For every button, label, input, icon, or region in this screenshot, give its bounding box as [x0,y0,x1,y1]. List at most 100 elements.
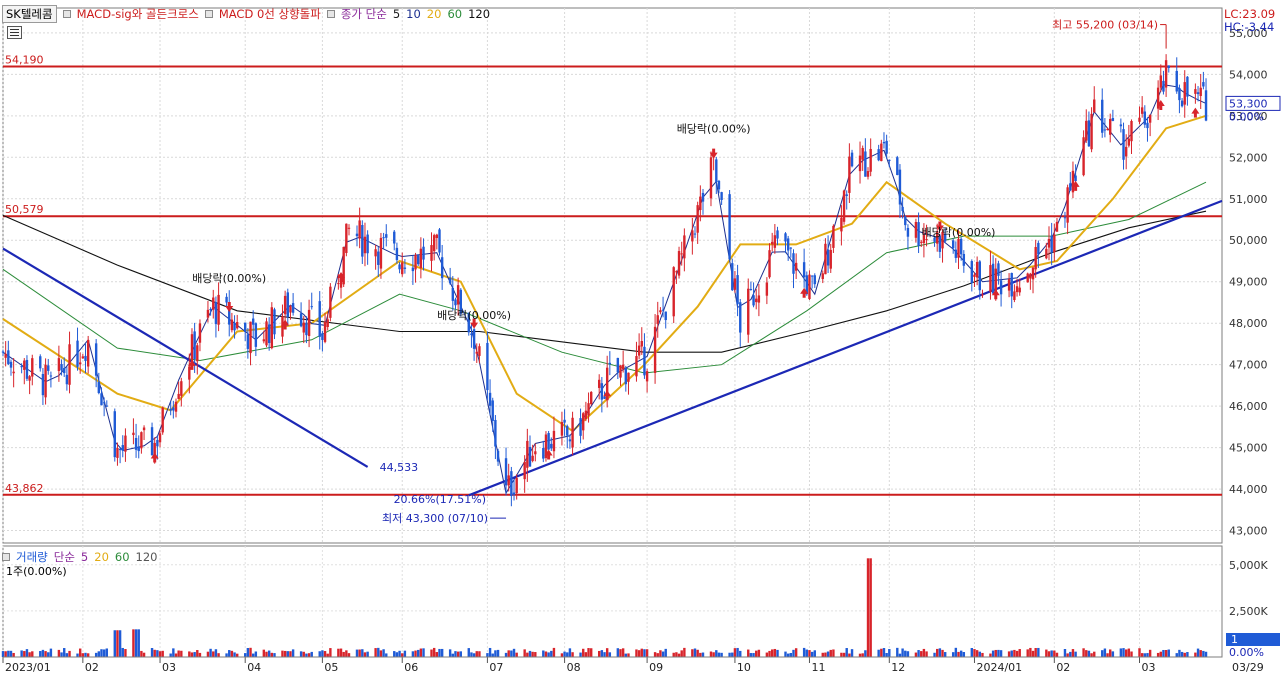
candle-body [720,192,723,201]
candle-body [709,157,713,199]
volume-bar [244,653,247,657]
volume-bar [901,648,904,657]
candle-body [283,295,287,315]
volume-bar [417,649,420,657]
volume-label[interactable]: 거래량 [16,550,48,564]
candle-body [1199,87,1202,97]
candle-body [739,302,742,333]
candle-body [134,438,138,450]
candle-body [925,239,928,241]
candle-body [249,321,252,354]
volume-bar [486,653,489,657]
candle-body [65,374,69,385]
candle-body [150,427,154,456]
candle-body [470,333,473,336]
vol-tick-label: 2,500K [1229,605,1268,618]
stock-name[interactable]: SK텔레콤 [2,5,57,23]
volume-bar [1013,649,1016,657]
volume-bar [395,652,399,657]
volume-bar [4,651,7,657]
candle-body [512,492,516,495]
candle-body [579,418,582,436]
candle-body [1194,89,1197,94]
candle-body [329,286,332,318]
volume-bar [1127,648,1131,657]
candle-body [568,439,572,442]
annotation-label: 최저 43,300 (07/10) [382,512,488,525]
candle-body [888,159,891,162]
candle-body [212,297,215,310]
hamburger-menu-icon[interactable] [7,26,22,39]
volume-bar [1183,652,1186,657]
volume-bar [675,652,678,657]
volume-bar [398,650,401,657]
candle-body [882,142,886,144]
volume-bar [438,648,441,657]
candle-body [717,180,721,190]
candle-body [1053,234,1056,253]
volume-bar [813,650,816,657]
x-tick-label: 06 [404,661,418,674]
legend-marker-icon [62,10,71,18]
down-arrow-icon [709,148,718,159]
volume-bar [672,652,675,657]
volume-bar [715,650,718,657]
candle-body [31,358,34,377]
candle-body [1037,242,1040,255]
volume-bar [842,652,846,657]
volume-bar [584,652,588,657]
candle-body [1146,122,1149,129]
candle-body [550,443,553,449]
x-tick-label: 09 [649,661,663,674]
volume-bar [914,652,918,657]
volume-bar [97,651,101,657]
candle-body [86,340,90,367]
volume-bar [448,649,452,657]
level-lines: 54,190 50,579 43,862 [3,53,1222,496]
candle-body [1047,238,1051,248]
volume-ma-label[interactable]: 단순 [53,550,75,564]
volume-bar [262,649,266,657]
volume-bar [116,630,119,657]
candle-body [1029,273,1032,279]
volume-bar [1101,650,1104,657]
candle-body [158,433,162,443]
candle-body [832,225,835,248]
candle-body [1026,273,1029,283]
candle-body [637,345,641,356]
candle-body [448,277,452,284]
ma-120: 120 [468,7,491,21]
chart-legend: SK텔레콤 MACD-sig와 골든크로스 MACD 0선 상향돌파 종가 단순… [2,5,490,23]
ma-label[interactable]: 종가 단순 [340,7,387,21]
volume-bar [379,650,383,657]
indicator-macd-sig[interactable]: MACD-sig와 골든크로스 [76,7,199,21]
candle-body [542,447,545,459]
candle-body [864,151,867,177]
candle-body [587,403,590,416]
volume-bar [273,653,276,657]
trend-lines [2,199,1223,497]
candle-body [361,225,364,257]
candle-body [121,445,124,451]
volume-bar [978,651,981,657]
candle-body [68,344,71,385]
volume-bar [57,649,61,657]
volume-bar [217,653,220,657]
candle-body [299,313,303,327]
volume-bar [991,650,995,657]
volume-bar [403,650,407,657]
indicator-macd-zero[interactable]: MACD 0선 상향돌파 [218,7,321,21]
candle-body [715,159,718,183]
volume-bar [693,648,697,657]
volume-bar [752,653,755,657]
candle-body [691,230,694,242]
up-arrow-icon [544,449,553,460]
volume-bar [169,653,172,657]
price-tag-label: 53,300 [1229,97,1268,110]
volume-bar [635,649,638,657]
volume-bar [600,650,604,657]
candle-body [757,295,761,303]
volume-bar [190,652,194,657]
